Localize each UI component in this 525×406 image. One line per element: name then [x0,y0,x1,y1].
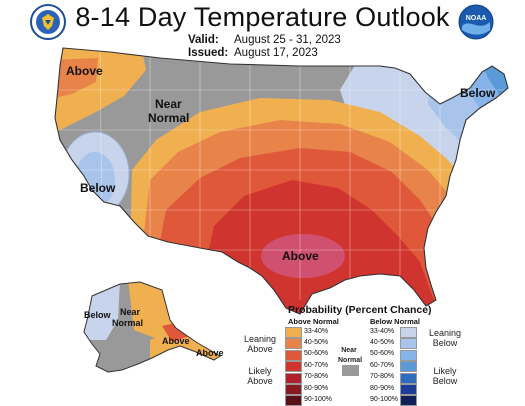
noaa-logo-icon: NOAA [458,4,494,40]
label-ak-above-1: Above [162,336,190,346]
legend-above-range: 33-40% [304,327,329,335]
legend-above-swatch [285,349,302,361]
legend-below-swatch [400,395,417,406]
legend-leaning-below: Leaning Below [428,328,462,348]
legend-above-swatch [285,395,302,406]
legend-below-swatch [400,361,417,373]
legend-below-swatch [400,327,417,338]
legend-below-header: Below Normal [370,317,421,326]
date-info: Valid: August 25 - 31, 2023 Issued: August… [188,34,341,60]
label-ak-near-2: Normal [112,318,143,328]
legend-below-range: 50-60% [370,350,395,358]
legend-below-range: 90-100% [370,395,399,403]
label-west-below: Below [80,181,116,195]
legend-title: Probability (Percent Chance) [288,304,432,316]
issued-value: August 17, 2023 [234,47,318,59]
legend-above-swatch [285,338,302,350]
legend-above-range: 70-80% [304,373,329,381]
legend-below-range: 60-70% [370,361,395,369]
legend-below-swatch [400,372,417,384]
page-title: 8-14 Day Temperature Outlook [75,2,450,32]
legend-near-swatch [342,365,359,376]
legend-likely-below: Likely Below [432,366,458,386]
legend-below-range: 70-80% [370,373,395,381]
legend-below-range: 33-40% [370,327,395,335]
label-near-normal-1: Near [155,97,182,111]
label-near-normal-2: Normal [148,111,189,125]
alaska-probability-shading [84,282,220,372]
label-ak-near-1: Near [120,307,141,317]
legend-above-range: 40-50% [304,338,329,346]
svg-text:NOAA: NOAA [466,15,487,22]
label-nw-above: Above [66,64,103,78]
label-ne-below: Below [460,86,496,100]
legend-above-swatch [285,372,302,384]
valid-label: Valid: [188,34,219,46]
legend-above-header: Above Normal [288,317,339,326]
legend-below-swatch [400,338,417,350]
conus-probability-shading [55,48,508,314]
label-ak-below: Below [84,310,112,320]
legend-above-swatch [285,384,302,395]
legend-near-normal: Near Normal [338,347,363,364]
legend-below-swatch [400,349,417,361]
legend-above-range: 80-90% [304,384,329,392]
legend-above-range: 50-60% [304,350,329,358]
label-ak-above-2: Above [196,348,224,358]
legend-above-range: 60-70% [304,361,329,369]
alaska-outline [83,281,221,373]
legend-below-swatch [400,384,417,395]
doc-seal-icon [30,4,66,40]
issued-label: Issued: [188,47,229,59]
legend-above-swatch [285,361,302,373]
legend-below-range: 80-90% [370,384,395,392]
legend-leaning-above: Leaning Above [243,334,277,354]
valid-value: August 25 - 31, 2023 [234,34,341,46]
label-south-above: Above [282,249,319,263]
legend-above-swatch [285,327,302,338]
legend-likely-above: Likely Above [247,366,273,386]
legend-above-range: 90-100% [304,395,333,403]
legend-below-range: 40-50% [370,338,395,346]
